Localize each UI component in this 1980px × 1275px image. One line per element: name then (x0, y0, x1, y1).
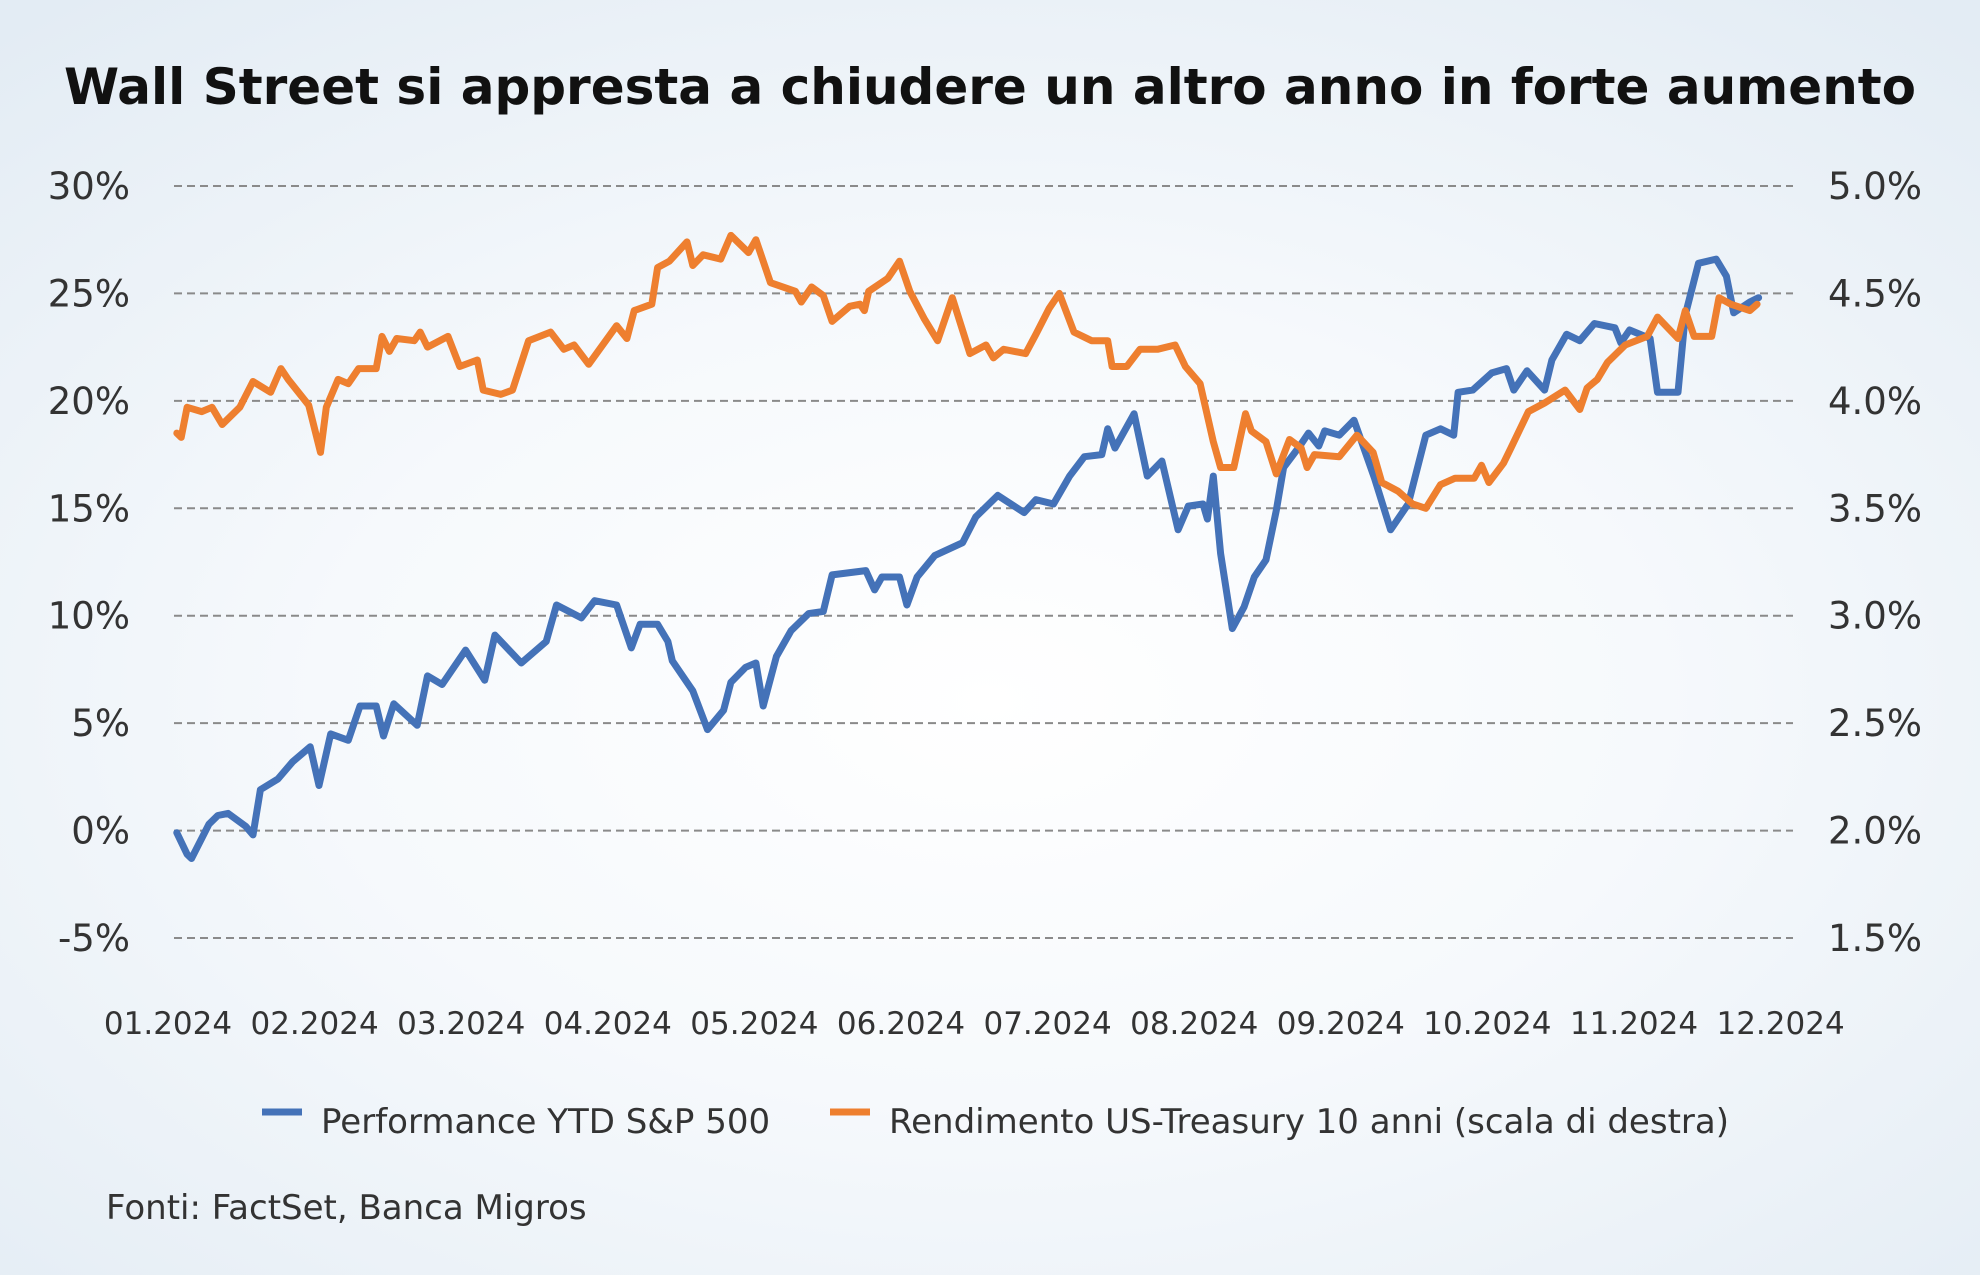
x-tick-label: 06.2024 (837, 1006, 965, 1042)
y-axis-right: 5.0% 4.5% 4.0% 3.5% 3.0% 2.5% 2.0% 1.5% (1828, 165, 1922, 960)
x-tick-label: 01.2024 (104, 1006, 232, 1042)
y-left-tick-label: 0% (71, 810, 130, 853)
y-left-tick-label: 5% (71, 702, 130, 745)
y-left-tick-label: 15% (48, 487, 130, 530)
x-axis: 01.2024 02.2024 03.2024 04.2024 05.2024 06.20… (104, 1006, 1845, 1042)
legend-label: Performance YTD S&P 500 (321, 1102, 770, 1142)
x-tick-label: 11.2024 (1570, 1006, 1698, 1042)
y-right-tick-label: 1.5% (1828, 917, 1922, 960)
y-left-tick-label: 30% (48, 165, 130, 208)
y-right-tick-label: 4.0% (1828, 380, 1922, 423)
x-tick-label: 05.2024 (690, 1006, 818, 1042)
series-lines (173, 231, 1763, 862)
gridlines (174, 185, 1793, 939)
legend: Performance YTD S&P 500 Rendimento US-Tre… (262, 1102, 1729, 1142)
y-left-tick-label: 25% (48, 272, 130, 315)
source-note: Fonti: FactSet, Banca Migros (106, 1188, 587, 1228)
x-tick-label: 10.2024 (1423, 1006, 1551, 1042)
x-tick-label: 08.2024 (1130, 1006, 1258, 1042)
x-tick-label: 03.2024 (397, 1006, 525, 1042)
y-right-tick-label: 5.0% (1828, 165, 1922, 208)
x-tick-label: 09.2024 (1277, 1006, 1405, 1042)
x-tick-label: 04.2024 (544, 1006, 672, 1042)
legend-label: Rendimento US-Treasury 10 anni (scala di… (889, 1102, 1729, 1142)
y-right-tick-label: 2.0% (1828, 810, 1922, 853)
x-tick-label: 07.2024 (983, 1006, 1111, 1042)
x-tick-label: 02.2024 (250, 1006, 378, 1042)
chart-title: Wall Street si appresta a chiudere un al… (64, 58, 1916, 116)
y-right-tick-label: 4.5% (1828, 272, 1922, 315)
y-left-tick-label: -5% (58, 917, 130, 960)
x-tick-label: 12.2024 (1716, 1006, 1844, 1042)
y-axis-left: 30% 25% 20% 15% 10% 5% 0% -5% (48, 165, 130, 960)
treasury-yield-line (173, 231, 1761, 512)
y-right-tick-label: 2.5% (1828, 702, 1922, 745)
sp500-line (173, 255, 1763, 862)
y-right-tick-label: 3.0% (1828, 595, 1922, 638)
y-right-tick-label: 3.5% (1828, 487, 1922, 530)
y-left-tick-label: 20% (48, 380, 130, 423)
y-left-tick-label: 10% (48, 595, 130, 638)
